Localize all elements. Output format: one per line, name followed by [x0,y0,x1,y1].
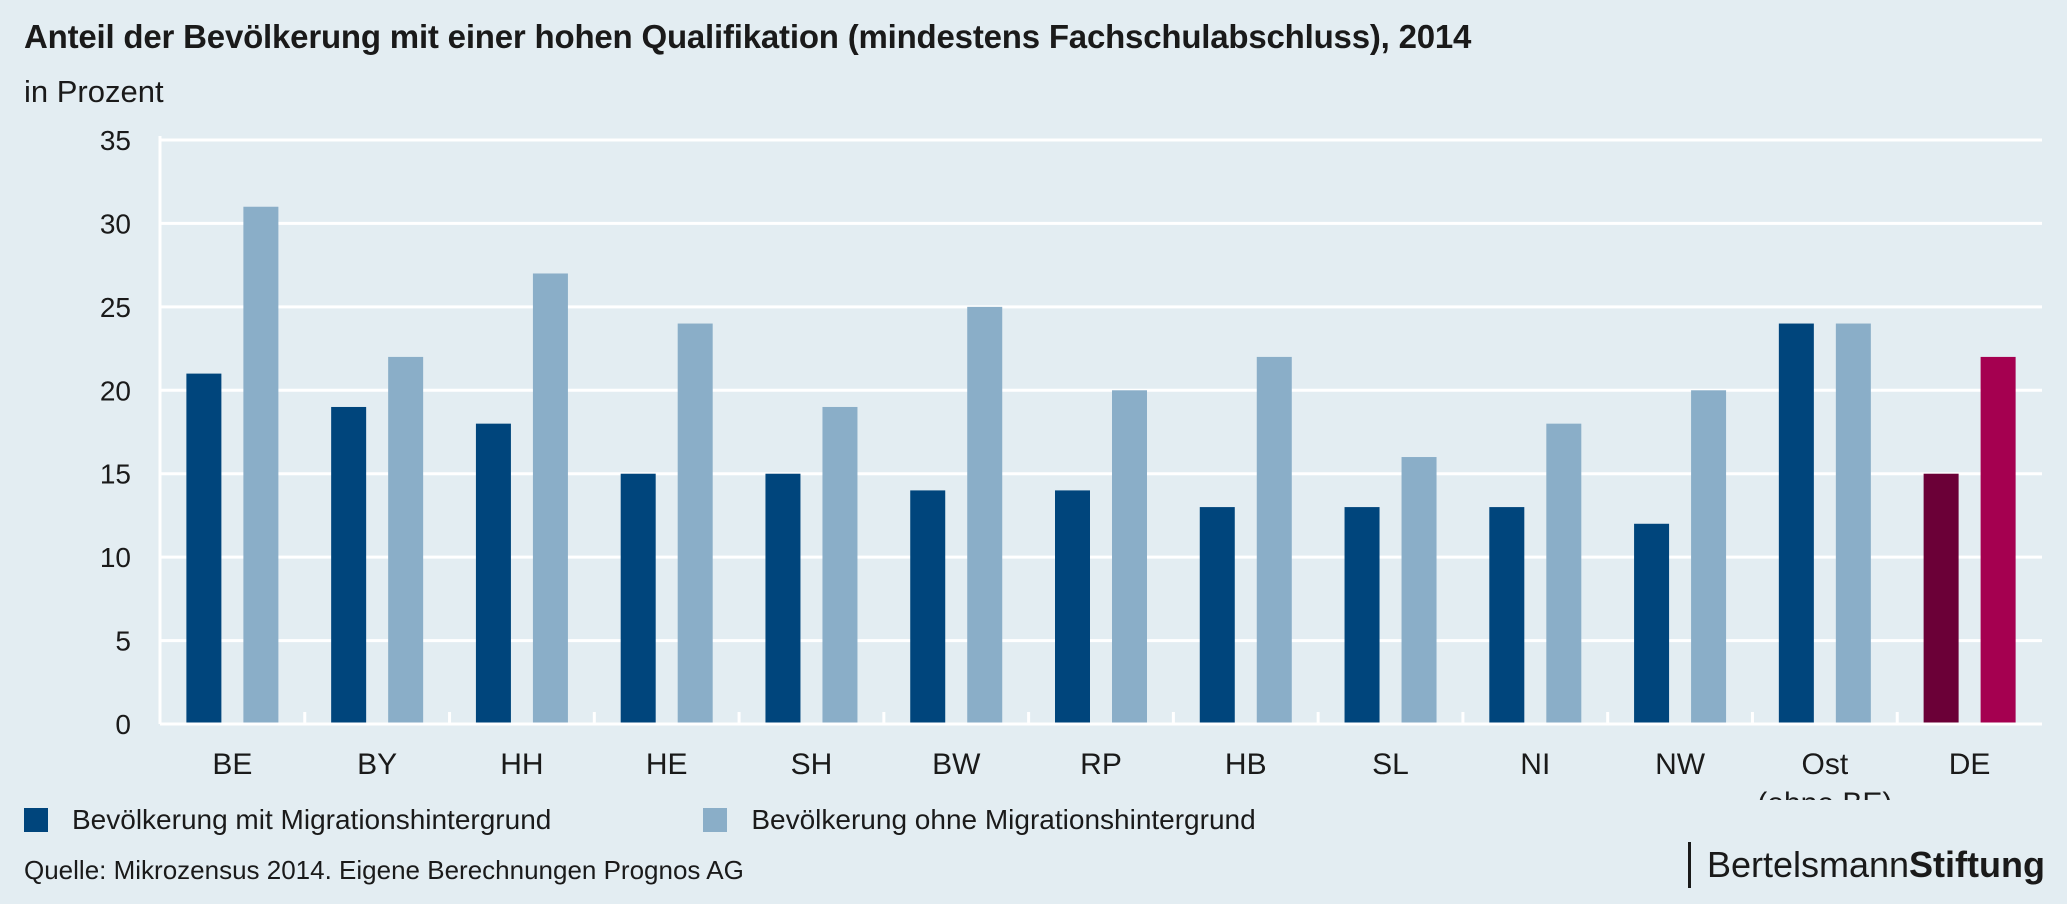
bar-hb-with [1199,507,1235,724]
legend-swatch-with-migration [24,808,48,832]
bar-be-without [243,206,279,724]
x-tick-label-bw: BW [932,748,981,781]
bar-he-with [620,473,656,724]
y-tick-label-35: 35 [100,125,131,156]
x-tick-label-rp: RP [1080,748,1122,781]
bar-de-with [1923,473,1959,724]
chart-title: Anteil der Bevölkerung mit einer hohen Q… [24,18,1472,55]
y-tick-label-25: 25 [100,292,131,323]
legend-swatch-without-migration [703,808,728,832]
x-tick-label-ost: Ost(ohne BE) [1757,748,1892,800]
bar-bw-without [967,306,1003,724]
bar-sh-with [765,473,801,724]
bar-be-with [186,373,222,724]
bar-ost-without [1835,323,1871,724]
bar-hb-without [1256,356,1292,724]
legend: Bevölkerung mit Migrationshintergrund Be… [24,804,1256,836]
legend-label-with-migration: Bevölkerung mit Migrationshintergrund [72,804,552,835]
brand-divider [1687,842,1691,888]
bar-de-without [1980,356,2016,724]
y-tick-label-15: 15 [100,459,131,490]
brand-name-bold: Stiftung [1909,844,2045,885]
chart-subtitle: in Prozent [24,74,164,109]
x-tick-label-de: DE [1949,748,1991,781]
bar-sl-with [1344,507,1380,724]
bar-sl-without [1401,457,1437,724]
x-tick-label-nw: NW [1655,748,1706,781]
x-tick-label-sh: SH [791,748,833,781]
x-tick-label-be: BE [212,748,252,781]
bar-bw-with [910,490,946,724]
brand-logo: Bertelsmann Stiftung [1687,842,2045,888]
x-tick-label-hb: HB [1225,748,1267,781]
bar-ni-without [1546,423,1582,724]
bar-he-without [677,323,713,724]
x-tick-label-ni: NI [1520,748,1550,781]
y-tick-label-30: 30 [100,208,131,239]
bar-by-without [388,356,424,724]
legend-item-without-migration: Bevölkerung ohne Migrationshintergrund [703,804,1256,836]
source-note: Quelle: Mikrozensus 2014. Eigene Berechn… [24,855,744,885]
legend-label-without-migration: Bevölkerung ohne Migrationshintergrund [751,804,1256,835]
legend-item-with-migration: Bevölkerung mit Migrationshintergrund [24,804,551,836]
y-tick-label-0: 0 [115,709,131,740]
bar-rp-without [1112,390,1147,724]
bar-ost-with [1778,323,1814,724]
bar-by-with [331,406,367,724]
bar-nw-with [1634,523,1670,724]
y-tick-label-10: 10 [100,542,131,573]
bar-sh-without [822,406,858,724]
bar-ni-with [1489,507,1525,724]
x-tick-label-hh: HH [500,748,543,781]
y-tick-label-5: 5 [115,626,131,657]
brand-name-regular: Bertelsmann [1706,844,1910,885]
x-tick-label-he: HE [646,748,688,781]
x-tick-label-by: BY [357,748,397,781]
bar-chart: 0 5 10 15 20 25 30 35 BE BY HH HE SH BW RP HB SL NI NW Ost(… [100,125,2042,800]
bar-nw-without [1691,390,1727,724]
bar-hh-with [475,423,511,724]
x-tick-label-sl: SL [1372,748,1409,781]
bar-rp-with [1055,490,1090,724]
y-tick-label-20: 20 [100,375,131,406]
bar-hh-without [532,273,568,724]
